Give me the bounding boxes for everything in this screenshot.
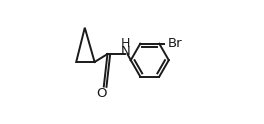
Text: Br: Br	[167, 37, 182, 50]
Text: H: H	[121, 37, 131, 50]
Text: O: O	[97, 87, 107, 100]
Text: N: N	[121, 45, 131, 58]
